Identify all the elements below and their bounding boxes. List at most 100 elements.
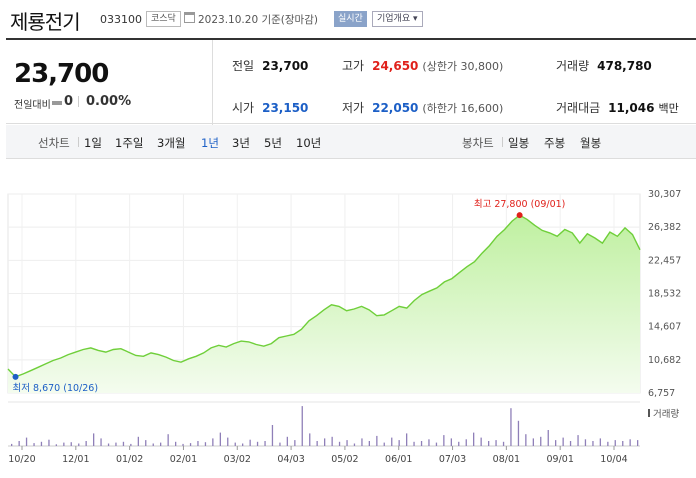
- tab-1w[interactable]: 1주일: [115, 136, 144, 150]
- volume-bar: [85, 441, 87, 446]
- volume-bar: [93, 433, 95, 446]
- realtime-button[interactable]: 실시간: [334, 11, 367, 27]
- tab-10y[interactable]: 10년: [296, 136, 322, 150]
- volume-bar: [555, 440, 557, 446]
- x-tick-label: 05/02: [331, 454, 358, 465]
- volume-bar: [204, 442, 207, 446]
- y-tick-label: 14,607: [648, 322, 681, 333]
- volume-bar: [391, 437, 393, 446]
- volume-bar: [316, 441, 318, 446]
- x-tick-label: 12/01: [62, 454, 89, 465]
- x-tick-label: 06/01: [385, 454, 412, 465]
- price-area: [8, 215, 640, 393]
- tab-daily[interactable]: 일봉: [508, 136, 530, 150]
- divider: [502, 137, 503, 147]
- volume-bar: [443, 435, 445, 446]
- high-label: 고가: [342, 59, 365, 73]
- volume-bar: [301, 406, 303, 446]
- volume-bar: [309, 433, 311, 446]
- volume-bar: [517, 420, 520, 446]
- lower-limit: (하한가 16,600): [422, 102, 504, 115]
- volume-bar: [145, 440, 147, 446]
- price-chart[interactable]: 최고 27,800 (09/01) 최저 8,670 (10/26) 30,307…: [0, 180, 696, 478]
- volume-bar: [361, 438, 363, 446]
- flat-icon: [52, 101, 62, 105]
- x-tick-label: 09/01: [546, 454, 573, 465]
- prev-close-label: 전일: [232, 59, 255, 73]
- high-value: 24,650: [372, 59, 419, 73]
- volume-bar: [197, 441, 199, 446]
- volume-bar: [40, 441, 43, 446]
- volume-bar: [189, 443, 192, 446]
- volume-bar: [279, 442, 281, 446]
- tab-monthly[interactable]: 월봉: [580, 136, 602, 150]
- volume-bar: [115, 442, 117, 446]
- volume-bar: [338, 441, 341, 446]
- change-label: 전일대비: [14, 100, 51, 111]
- upper-limit: (상한가 30,800): [422, 60, 504, 73]
- volume-bar: [264, 441, 266, 446]
- divider: [78, 137, 79, 147]
- volume-bar: [48, 439, 50, 446]
- volume-bar: [406, 433, 408, 446]
- volume-bar: [458, 441, 460, 446]
- volume-label: 거래량: [556, 59, 590, 73]
- volume-bar: [294, 440, 296, 446]
- tab-1d[interactable]: 1일: [84, 136, 102, 150]
- tab-candle-chart[interactable]: 봉차트: [462, 136, 494, 150]
- tab-1y[interactable]: 1년: [201, 136, 219, 150]
- change-percent: 0.00%: [86, 94, 132, 109]
- volume-bar: [324, 438, 326, 446]
- volume-bar: [182, 443, 184, 446]
- prev-close-value: 23,700: [262, 59, 309, 73]
- x-tick-label: 08/01: [493, 454, 520, 465]
- tab-3m[interactable]: 3개월: [157, 136, 186, 150]
- y-tick-label: 26,382: [648, 222, 681, 233]
- volume-bar: [286, 436, 288, 446]
- change-value: 0: [64, 94, 74, 109]
- y-tick-label: 6,757: [648, 388, 675, 399]
- tab-weekly[interactable]: 주봉: [544, 136, 566, 150]
- volume-bar: [100, 438, 102, 446]
- volume-bar: [473, 432, 475, 446]
- trade-amount: 거래대금 11,046 백만: [556, 99, 679, 116]
- y-tick-label: 22,457: [648, 255, 681, 266]
- open-value: 23,150: [262, 101, 309, 115]
- x-tick-label: 02/01: [170, 454, 197, 465]
- volume-legend: 거래량: [653, 408, 679, 420]
- open-price: 시가 23,150: [232, 99, 308, 116]
- price-line: [7, 214, 641, 378]
- volume-bar: [376, 435, 378, 446]
- tab-3y[interactable]: 3년: [232, 136, 250, 150]
- volume-bar: [175, 441, 177, 446]
- volume-value: 478,780: [597, 59, 652, 73]
- volume-bar: [219, 432, 221, 446]
- stock-header: 제룡전기 033100 코스닥 2023.10.20 기준(장마감) 실시간 기…: [0, 0, 696, 38]
- divider: [212, 40, 213, 126]
- y-tick-label: 30,307: [648, 189, 681, 200]
- volume-bar: [428, 439, 430, 446]
- volume-bar: [488, 441, 490, 446]
- volume-bar: [256, 441, 259, 446]
- tab-5y[interactable]: 5년: [264, 136, 282, 150]
- volume-bar: [607, 441, 609, 446]
- divider: [78, 96, 79, 107]
- company-info-dropdown[interactable]: 기업개요 ▾: [372, 11, 423, 27]
- volume-bar: [11, 443, 13, 446]
- calendar-icon: [184, 12, 195, 23]
- volume-legend-mark: [648, 409, 650, 417]
- volume-bar: [629, 439, 631, 446]
- volume-bar: [569, 441, 572, 446]
- tab-line-chart[interactable]: 선차트: [38, 136, 70, 150]
- volume-bar: [63, 442, 65, 446]
- x-tick-label: 01/02: [116, 454, 143, 465]
- volume-bar: [25, 437, 28, 446]
- volume-bar: [242, 443, 244, 446]
- quote-date: 2023.10.20 기준(장마감): [198, 14, 318, 26]
- low-label: 저가: [342, 101, 365, 115]
- volume-bar: [107, 443, 110, 446]
- stock-name: 제룡전기: [10, 10, 81, 34]
- volume-bar: [33, 443, 35, 446]
- amount-unit: 백만: [658, 102, 679, 115]
- volume-bar: [70, 442, 72, 446]
